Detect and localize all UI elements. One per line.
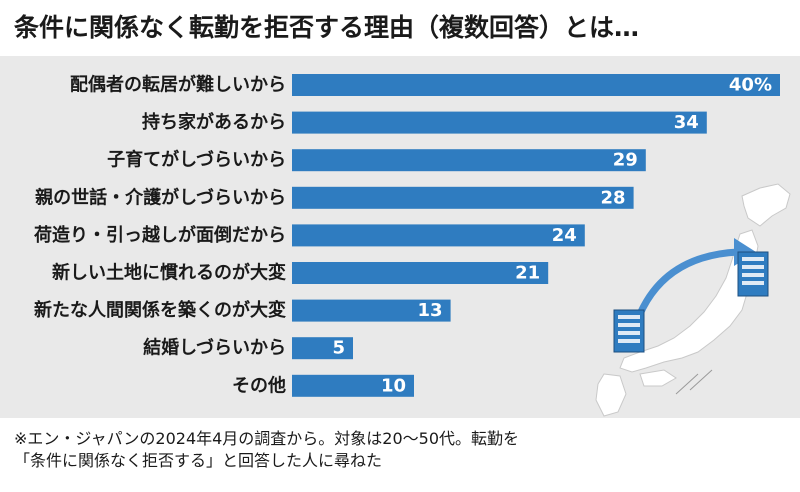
value-label: 10	[381, 375, 406, 396]
value-label: 29	[613, 150, 638, 171]
bar	[292, 111, 707, 134]
category-label: 持ち家があるから	[142, 111, 286, 133]
japan-map-icon	[595, 183, 791, 417]
category-label: 配偶者の転居が難しいから	[70, 74, 286, 96]
value-label: 13	[418, 300, 443, 321]
category-label: 新たな人間関係を築くのが大変	[34, 299, 286, 321]
value-label: 34	[674, 112, 699, 133]
category-label: 子育てがしづらいから	[107, 149, 286, 171]
kyushu-shape	[595, 373, 627, 417]
bar	[292, 299, 451, 322]
value-label: 40%	[729, 75, 772, 96]
chart-title: 条件に関係なく転勤を拒否する理由（複数回答）とは…	[14, 13, 640, 42]
category-label: 新しい土地に慣れるのが大変	[52, 262, 286, 284]
value-label: 24	[552, 225, 577, 246]
bar-series: 配偶者の転居が難しいから 40% 持ち家があるから 34 子育てがしづらいから 29 親の世…	[34, 74, 780, 397]
bar	[292, 224, 585, 247]
building-icon	[613, 309, 645, 353]
value-label: 5	[332, 338, 345, 359]
bar	[292, 186, 634, 209]
bar-chart: 配偶者の転居が難しいから 40% 持ち家があるから 34 子育てがしづらいから 29 親の世…	[34, 74, 791, 417]
bar	[292, 262, 549, 284]
category-label: 結婚しづらいから	[143, 337, 286, 359]
island-line-icon	[675, 369, 713, 395]
shikoku-shape	[639, 369, 677, 387]
bar	[292, 337, 353, 360]
value-label: 21	[515, 263, 540, 284]
value-label: 28	[601, 187, 626, 208]
bar	[292, 149, 646, 172]
bar	[292, 74, 780, 96]
hokkaido-shape	[741, 183, 791, 227]
category-label: 荷造り・引っ越しが面倒だから	[34, 224, 286, 246]
source-note: ※エン・ジャパンの2024年4月の調査から。対象は20～50代。転勤を「条件に関…	[14, 429, 520, 470]
category-label: その他	[232, 374, 286, 396]
bar	[292, 374, 414, 397]
category-label: 親の世話・介護がしづらいから	[35, 186, 286, 208]
building-icon	[737, 251, 769, 297]
